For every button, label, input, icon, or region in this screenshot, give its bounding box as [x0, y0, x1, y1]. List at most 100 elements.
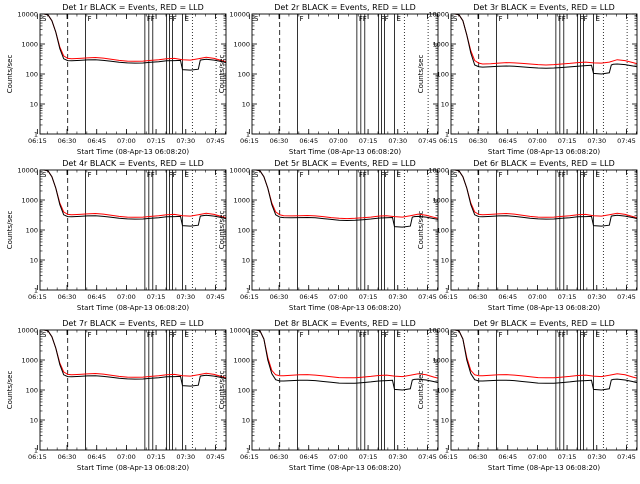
event-marker-label: F	[584, 171, 588, 179]
x-tick-label: 06:45	[299, 453, 318, 461]
x-tick-label: 07:00	[528, 293, 547, 301]
event-marker-label: F	[87, 331, 91, 339]
panel-title: Det 1r BLACK = Events, RED = LLD	[62, 3, 204, 12]
event-marker-label: F	[584, 331, 588, 339]
event-marker-label: F	[381, 15, 385, 23]
event-marker-label: E	[595, 171, 599, 179]
y-tick-label: 10000	[229, 11, 250, 19]
x-tick-label: 07:15	[359, 293, 378, 301]
y-tick-label: 100	[238, 71, 250, 79]
y-tick-label: 10	[30, 257, 38, 265]
plot-frame	[251, 329, 439, 451]
event-marker-label: F	[173, 331, 177, 339]
x-tick-label: 07:30	[587, 293, 606, 301]
x-tick-label: 06:15	[28, 137, 47, 145]
y-tick-label: 1000	[233, 357, 250, 365]
event-marker-label: E	[595, 15, 599, 23]
event-marker-label: E	[184, 171, 188, 179]
event-marker-label: S	[453, 171, 458, 179]
y-tick-label: 100	[26, 387, 38, 395]
event-marker-label: F	[169, 15, 173, 23]
y-tick-label: 10000	[229, 327, 250, 335]
event-marker-label: F	[498, 171, 502, 179]
series-line-lld	[252, 330, 438, 379]
x-tick-label: 06:45	[87, 137, 106, 145]
event-marker-label: S	[453, 331, 458, 339]
event-marker-label: F	[562, 15, 566, 23]
event-marker-label: F	[299, 15, 303, 23]
event-marker-label: S	[453, 15, 458, 23]
x-tick-label: 07:30	[176, 453, 195, 461]
y-axis-label: Counts/sec	[417, 55, 425, 94]
event-marker-label: S	[254, 331, 259, 339]
x-tick-label: 06:30	[469, 293, 488, 301]
event-marker-label: F	[385, 15, 389, 23]
x-tick-label: 06:45	[87, 293, 106, 301]
x-tick-label: 07:45	[206, 137, 225, 145]
event-marker-label: F	[151, 15, 155, 23]
event-marker-label: E	[396, 171, 400, 179]
y-tick-label: 10	[441, 257, 449, 265]
y-axis-label: Counts/sec	[417, 371, 425, 410]
event-marker-label: S	[42, 171, 47, 179]
y-tick-label: 10000	[17, 327, 38, 335]
event-marker-label: F	[562, 171, 566, 179]
event-marker-label: F	[363, 15, 367, 23]
event-marker-label: F	[87, 15, 91, 23]
x-tick-label: 06:30	[469, 137, 488, 145]
x-tick-label: 07:15	[147, 453, 166, 461]
plot-frame	[251, 169, 439, 291]
y-tick-label: 10	[441, 101, 449, 109]
x-tick-label: 06:15	[240, 293, 259, 301]
y-tick-label: 1000	[432, 41, 449, 49]
y-tick-label: 1000	[21, 197, 38, 205]
event-marker-label: E	[396, 331, 400, 339]
y-tick-label: 10	[242, 101, 250, 109]
y-tick-label: 10000	[17, 167, 38, 175]
x-tick-label: 06:45	[299, 137, 318, 145]
y-tick-label: 1	[246, 131, 250, 139]
x-tick-label: 06:45	[299, 293, 318, 301]
x-tick-label: 07:15	[359, 453, 378, 461]
series-line-lld	[451, 330, 637, 379]
event-marker-label: S	[254, 15, 259, 23]
x-tick-label: 07:00	[329, 137, 348, 145]
detector-panel-4: Det 4r BLACK = Events, RED = LLD Counts/s…	[6, 159, 227, 312]
event-marker-label: F	[173, 15, 177, 23]
plot-frame	[39, 329, 227, 451]
x-tick-label: 07:45	[418, 137, 437, 145]
y-tick-label: 10000	[17, 11, 38, 19]
x-tick-label: 07:30	[388, 453, 407, 461]
y-axis-label: Counts/sec	[6, 371, 14, 410]
x-tick-label: 07:45	[206, 293, 225, 301]
x-tick-label: 07:15	[359, 137, 378, 145]
y-axis-label: Counts/sec	[218, 211, 226, 250]
event-marker-label: F	[584, 15, 588, 23]
event-marker-label: F	[147, 331, 151, 339]
event-marker-label: F	[558, 171, 562, 179]
y-tick-label: 1000	[432, 197, 449, 205]
event-marker-label: F	[580, 171, 584, 179]
x-axis-label: Start Time (08-Apr-13 06:08:20)	[77, 464, 189, 472]
y-tick-label: 1000	[233, 41, 250, 49]
event-marker-label: F	[359, 331, 363, 339]
x-tick-label: 07:15	[147, 293, 166, 301]
x-tick-label: 06:15	[439, 137, 458, 145]
y-tick-label: 1	[246, 447, 250, 455]
detector-panel-2: Det 2r BLACK = Events, RED = LLD Counts/s…	[218, 3, 439, 156]
y-tick-label: 1	[34, 131, 38, 139]
y-tick-label: 10000	[428, 11, 449, 19]
y-tick-label: 100	[238, 387, 250, 395]
event-marker-label: F	[169, 171, 173, 179]
y-tick-label: 10000	[428, 167, 449, 175]
detector-panel-6: Det 6r BLACK = Events, RED = LLD Counts/s…	[417, 159, 638, 312]
y-tick-label: 100	[437, 227, 449, 235]
x-tick-label: 07:00	[528, 137, 547, 145]
x-tick-label: 07:45	[418, 453, 437, 461]
event-marker-label: F	[151, 171, 155, 179]
series-line-events	[40, 330, 226, 387]
event-marker-label: F	[385, 331, 389, 339]
y-axis-label: Counts/sec	[218, 55, 226, 94]
